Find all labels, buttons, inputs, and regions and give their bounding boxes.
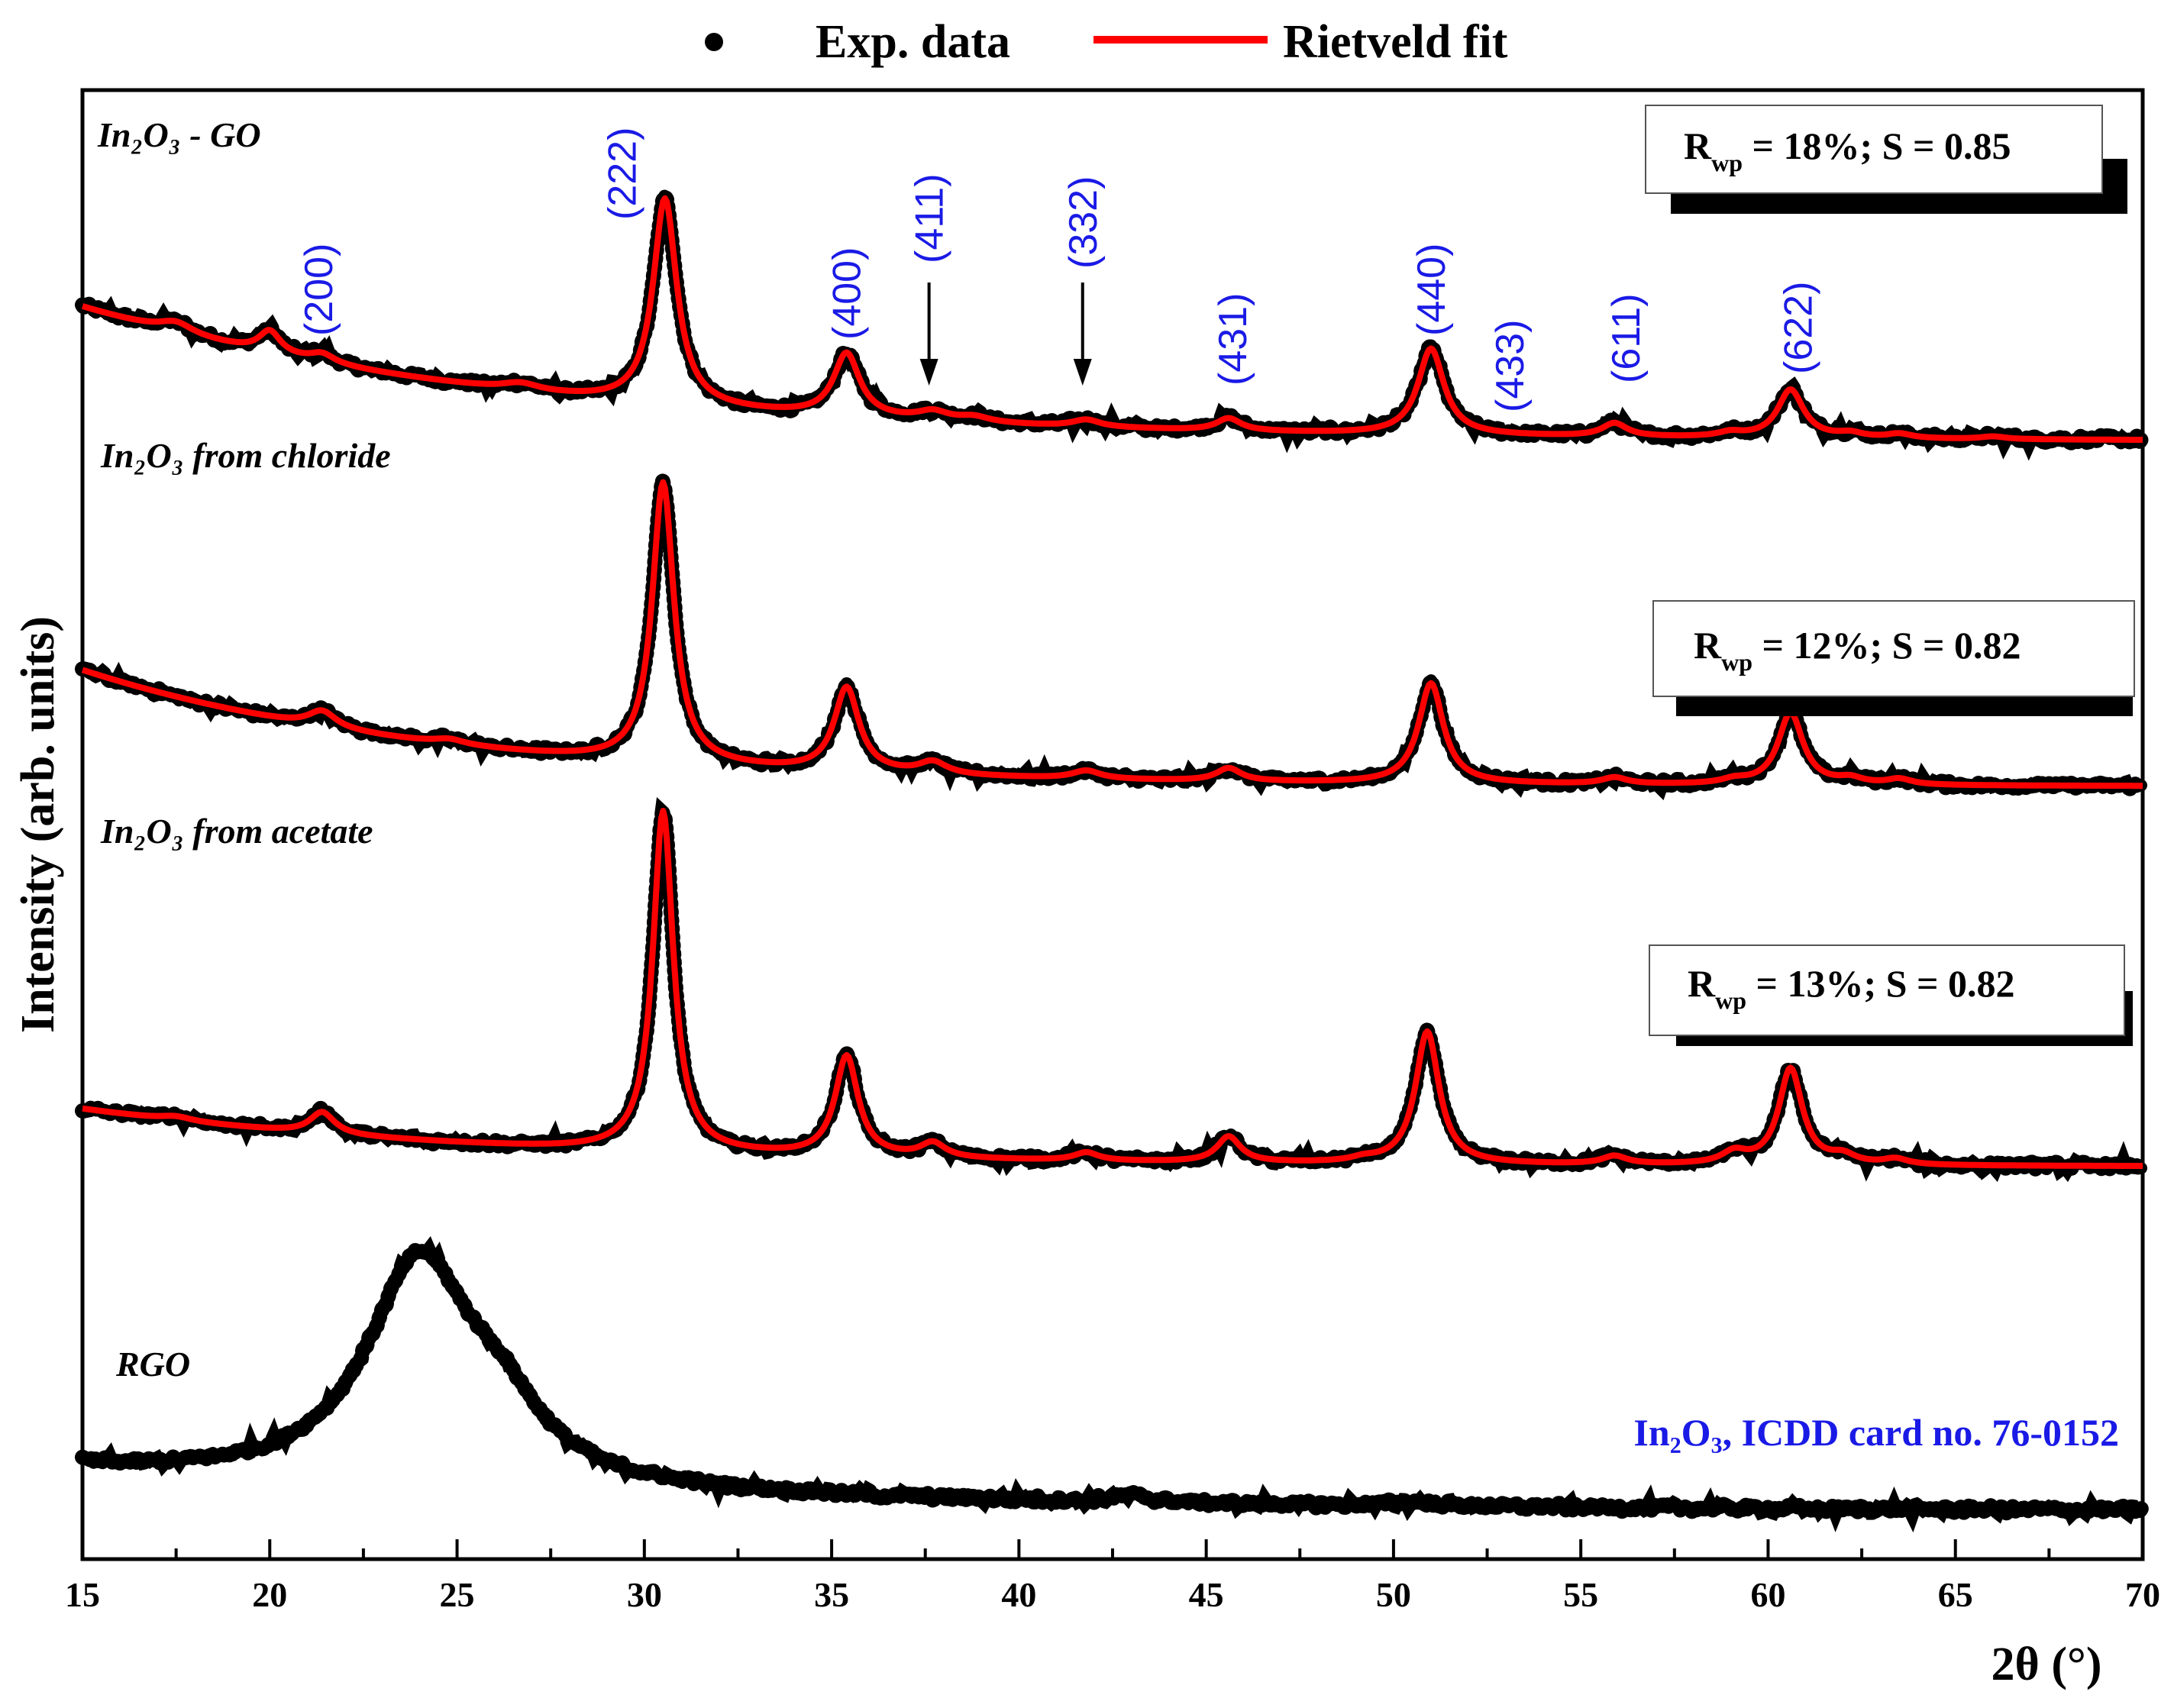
sample-label-rgo: RGO xyxy=(115,1345,190,1384)
x-tick-label: 50 xyxy=(1376,1575,1411,1614)
data-layer xyxy=(75,177,2149,1537)
hkl-label: (440) xyxy=(1410,244,1454,336)
x-tick-label: 15 xyxy=(65,1575,100,1614)
hkl-annotations: (200) (222) (400) (411) (332) (431) (440) (433)… xyxy=(297,128,1821,412)
hkl-label: (222) xyxy=(600,128,644,220)
sample-label-chloride: In₂O₃ from chloride xyxy=(100,436,391,475)
rwp-box-go: Rwp = 18%; S = 0.85 xyxy=(1645,105,2127,214)
x-axis: 15 20 25 30 35 40 45 50 55 60 65 70 xyxy=(65,1539,2160,1614)
x-tick-label: 20 xyxy=(252,1575,287,1614)
hkl-label: (200) xyxy=(297,244,341,336)
series-in2o3-go xyxy=(75,177,2149,461)
sample-labels: In₂O₃ - GO In₂O₃ from chloride In₂O₃ fro… xyxy=(97,115,391,1384)
rwp-text-acetate: Rwp = 13%; S = 0.82 xyxy=(1688,962,2014,1014)
hkl-label: (431) xyxy=(1211,293,1255,386)
peak-arrow xyxy=(1073,283,1092,386)
x-axis-title: 2θ (°) xyxy=(1991,1639,2102,1690)
hkl-label: (433) xyxy=(1488,320,1533,412)
rwp-box-acetate: Rwp = 13%; S = 0.82 xyxy=(1649,944,2133,1046)
x-tick-label: 45 xyxy=(1189,1575,1224,1614)
legend: Exp. data Rietveld fit xyxy=(705,16,1508,68)
icdd-reference: In₂O₃, ICDD card no. 76-0152 xyxy=(1633,1411,2119,1454)
peak-arrow-head xyxy=(1073,359,1092,386)
x-tick-label: 65 xyxy=(1938,1575,1973,1614)
series-in2o3-from-acetate xyxy=(75,796,2149,1190)
legend-exp-marker xyxy=(705,33,723,51)
rwp-text-go: Rwp = 18%; S = 0.85 xyxy=(1684,124,2011,176)
rietveld-fit-line xyxy=(81,195,2144,443)
rwp-box-frame xyxy=(1645,105,2103,194)
x-tick-label: 40 xyxy=(1001,1575,1036,1614)
rietveld-fit-line xyxy=(81,479,2144,789)
x-tick-label: 60 xyxy=(1750,1575,1785,1614)
rwp-box-frame xyxy=(1649,944,2125,1036)
hkl-label: (332) xyxy=(1061,176,1106,269)
series-rgo xyxy=(75,1235,2149,1537)
plot-frame xyxy=(80,88,2145,1561)
x-tick-label: 35 xyxy=(814,1575,849,1614)
rwp-box-chloride: Rwp = 12%; S = 0.82 xyxy=(1652,600,2135,716)
x-tick-label: 55 xyxy=(1563,1575,1598,1614)
y-axis-title: Intensity (arb. units) xyxy=(12,616,64,1033)
legend-fit-label: Rietveld fit xyxy=(1283,16,1508,68)
series-in2o3-from-chloride xyxy=(75,473,2149,811)
sample-label-go: In₂O₃ - GO xyxy=(97,115,261,154)
hkl-label: (411) xyxy=(908,173,952,263)
sample-label-acetate: In₂O₃ from acetate xyxy=(100,812,373,851)
hkl-label: (611) xyxy=(1604,293,1649,383)
legend-exp-label: Exp. data xyxy=(816,16,1010,68)
exp-data-points xyxy=(75,177,2149,461)
x-tick-label: 25 xyxy=(440,1575,475,1614)
exp-data-points xyxy=(75,1235,2149,1537)
peak-arrow xyxy=(919,283,938,386)
hkl-label: (400) xyxy=(825,247,870,340)
rwp-box-frame xyxy=(1652,600,2135,697)
rietveld-fit-line xyxy=(81,808,2144,1169)
x-tick-label: 30 xyxy=(627,1575,662,1614)
rwp-text-chloride: Rwp = 12%; S = 0.82 xyxy=(1694,624,2021,676)
peak-arrow-head xyxy=(919,359,938,386)
x-tick-label: 70 xyxy=(2125,1575,2160,1614)
hkl-label: (622) xyxy=(1777,282,1821,374)
